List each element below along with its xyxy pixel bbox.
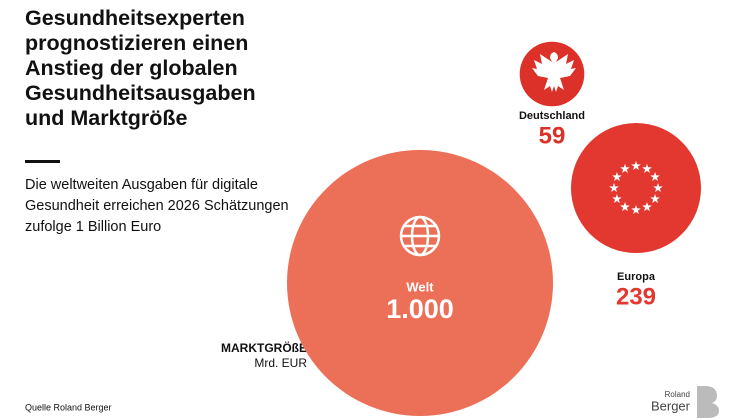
chart-subtitle: Die weltweiten Ausgaben für digitale Ges… [25,177,289,235]
eu-star [631,205,641,214]
unit-label: Mrd. EUR [254,356,307,370]
eu-star [620,202,630,212]
eu-star [631,161,641,170]
eu-star [609,183,619,192]
logo-mark [697,386,719,418]
eu-star [650,194,660,203]
eu-star [642,163,652,173]
eu-star [650,172,660,181]
eagle-icon [532,52,576,92]
category-label: Welt [406,279,434,294]
logo-text: Berger [651,398,691,413]
globe-icon [399,215,441,257]
value-label: 59 [539,123,566,150]
eu-star [612,194,622,203]
value-label: 1.000 [386,294,454,324]
value-label: 239 [616,283,656,310]
eu-star [612,172,622,181]
category-label: Europa [617,271,656,283]
size-label: MARKTGRÖßE [221,340,307,355]
bubble [287,150,553,416]
source: Quelle Roland Berger [25,402,112,412]
eu-star [653,183,663,192]
category-label: Deutschland [519,110,585,122]
eu-star [620,163,630,173]
chart-title: Gesundheitsexperten prognostizieren eine… [25,6,256,130]
bubble [570,122,702,254]
eu-star [642,202,652,212]
logo-text: Roland [665,390,690,399]
title-rule [25,160,60,163]
